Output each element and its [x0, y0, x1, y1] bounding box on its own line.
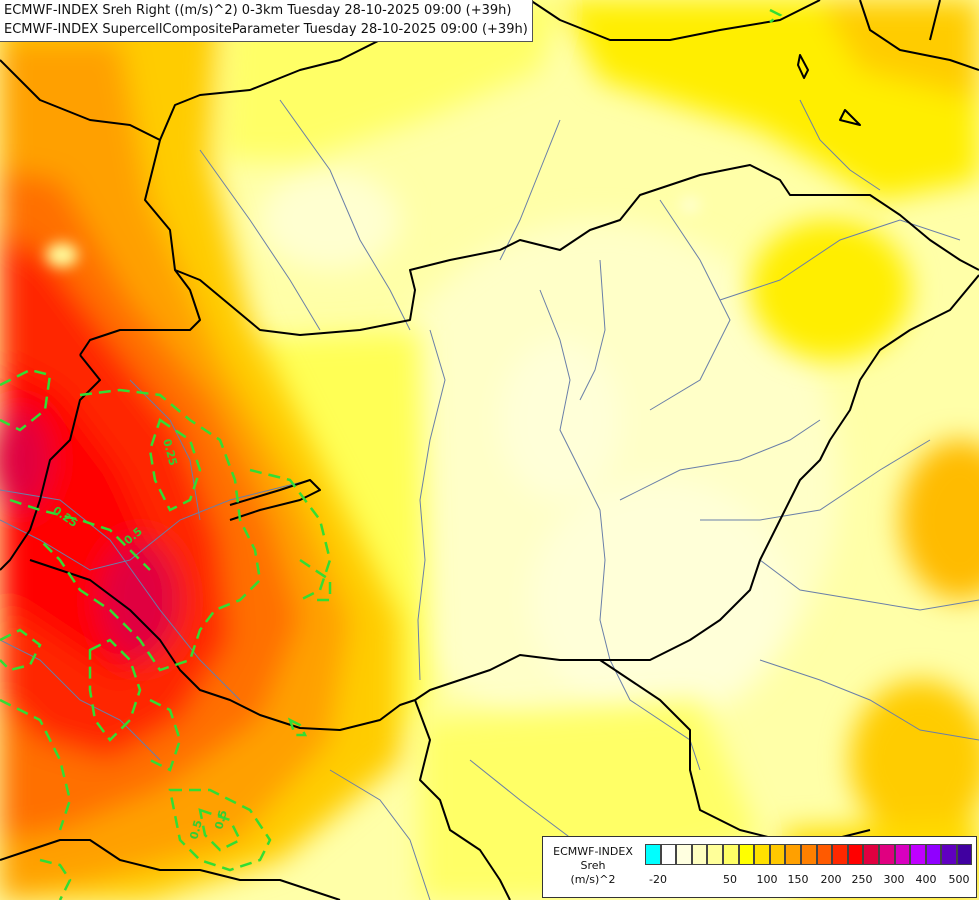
legend-swatch: [878, 844, 895, 865]
legend-swatch: [785, 844, 801, 865]
legend-swatch: [816, 844, 833, 865]
legend-tick-label: 50: [723, 873, 737, 886]
legend-tick-label: 200: [820, 873, 842, 886]
legend-tick-label: 300: [883, 873, 905, 886]
legend-tick-row: -20 50 100 150 200 250 300 400 500 700: [645, 873, 973, 889]
legend-swatch: [691, 844, 708, 865]
legend-tick-label: 250: [851, 873, 873, 886]
legend-title-line: Sreh: [580, 859, 606, 872]
legend-swatch: [738, 844, 755, 865]
map-title-box: ECMWF-INDEX Sreh Right ((m/s)^2) 0-3km T…: [0, 0, 533, 42]
legend-color-scale: [645, 844, 973, 865]
legend-swatch: [660, 844, 677, 865]
map-title-sreh: ECMWF-INDEX Sreh Right ((m/s)^2) 0-3km T…: [4, 3, 512, 18]
legend-swatch: [769, 844, 786, 865]
legend-swatch: [707, 844, 723, 865]
legend-swatch: [722, 844, 739, 865]
river-network: [0, 99, 979, 900]
legend-swatch: [676, 844, 692, 865]
legend-swatch: [800, 844, 817, 865]
scp-contours: [0, 8, 783, 900]
color-legend: ECMWF-INDEX Sreh (m/s)^2 -20 50 100 150 …: [542, 836, 977, 898]
legend-tick-label: 150: [787, 873, 809, 886]
legend-swatch: [645, 844, 661, 865]
contour-label: 0.5: [187, 819, 205, 841]
legend-tick-label: 400: [915, 873, 937, 886]
legend-swatch: [832, 844, 848, 865]
legend-tick-label: 100: [756, 873, 778, 886]
legend-swatch: [925, 844, 942, 865]
legend-swatch: [863, 844, 879, 865]
legend-title: ECMWF-INDEX Sreh (m/s)^2: [545, 845, 641, 887]
legend-swatch: [894, 844, 911, 865]
legend-swatch: [956, 844, 973, 865]
legend-swatch: [910, 844, 926, 865]
legend-tick-label: -20: [649, 873, 667, 886]
legend-title-line: (m/s)^2: [570, 873, 616, 886]
legend-swatch: [754, 844, 770, 865]
legend-title-line: ECMWF-INDEX: [553, 845, 633, 858]
legend-tick-label: 500: [948, 873, 970, 886]
legend-swatch: [941, 844, 957, 865]
map-title-scp: ECMWF-INDEX SupercellCompositeParameter …: [4, 22, 528, 37]
legend-swatch: [847, 844, 864, 865]
contour-label: 0.5: [212, 809, 230, 831]
